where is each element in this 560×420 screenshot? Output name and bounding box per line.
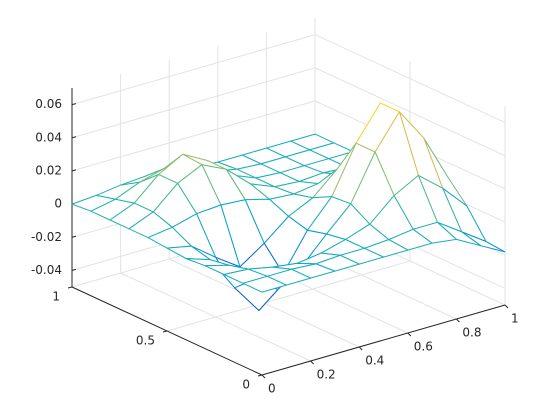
x-tick-label: 0.8 <box>462 326 481 340</box>
x-tick-label: 0 <box>268 382 276 396</box>
x-tick <box>310 360 314 365</box>
mesh-cell <box>242 275 287 293</box>
z-tick-label: 0.06 <box>35 97 62 111</box>
y-tick-label: 0 <box>242 378 250 392</box>
z-tick <box>71 103 77 106</box>
x-tick-label: 0.2 <box>317 368 336 382</box>
y-tick-label: 0.5 <box>136 334 155 348</box>
x-tick <box>407 332 412 337</box>
x-tick-label: 0.6 <box>414 340 433 354</box>
x-tick <box>358 346 363 351</box>
z-tick <box>71 136 77 139</box>
x-tick <box>456 318 460 323</box>
z-tick-label: -0.02 <box>31 230 62 244</box>
z-tick <box>71 169 77 172</box>
y-tick-label: 1 <box>52 290 60 304</box>
x-tick <box>504 304 509 309</box>
z-tick-label: 0.02 <box>35 163 62 177</box>
grid-line <box>71 67 506 157</box>
y-tick <box>67 286 73 289</box>
x-tick-label: 1 <box>511 312 519 326</box>
grid-line <box>71 100 506 190</box>
z-tick-label: 0 <box>54 197 62 211</box>
grid-line <box>71 34 506 124</box>
z-tick <box>71 235 77 238</box>
x-tick-label: 0.4 <box>365 354 384 368</box>
y-tick <box>162 330 168 333</box>
axis-line <box>261 304 506 376</box>
y-tick <box>257 374 263 377</box>
z-tick-label: 0.04 <box>35 130 62 144</box>
z-tick-label: -0.04 <box>31 263 62 277</box>
x-tick <box>261 374 266 379</box>
z-tick <box>71 268 77 271</box>
